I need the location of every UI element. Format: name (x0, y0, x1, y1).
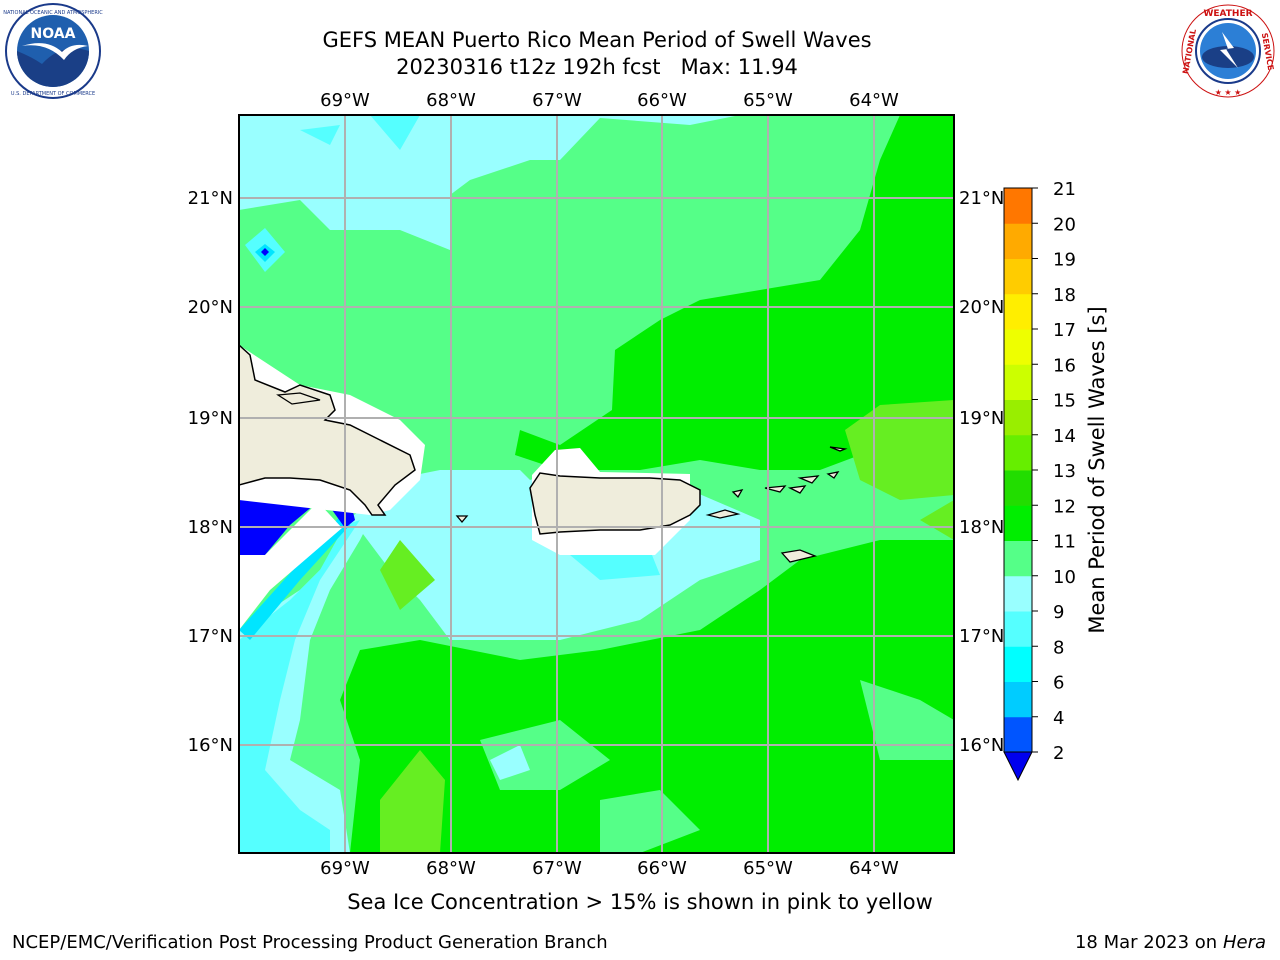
lat-label: 16°N (959, 735, 1004, 756)
lon-label: 67°W (532, 858, 582, 879)
footer-credit: NCEP/EMC/Verification Post Processing Pr… (12, 932, 608, 953)
field-11-12-south (380, 540, 445, 853)
graticule (239, 115, 954, 853)
lat-label: 18°N (188, 517, 233, 538)
lat-label: 20°N (959, 297, 1004, 318)
lon-label: 66°W (637, 90, 687, 111)
colorbar-under-triangle (1003, 751, 1033, 782)
lon-label: 67°W (532, 90, 582, 111)
noaa-logo: NOAA NATIONAL OCEANIC AND ATMOSPHERIC U.… (3, 3, 103, 99)
lon-label: 64°W (849, 90, 899, 111)
lon-labels-top: 69°W 68°W 67°W 66°W 65°W 64°W (320, 90, 899, 111)
footer-host: Hera (1222, 932, 1266, 953)
svg-text:U.S. DEPARTMENT OF COMMERCE: U.S. DEPARTMENT OF COMMERCE (11, 91, 95, 97)
colorbar-band (1004, 646, 1032, 682)
lat-label: 18°N (959, 517, 1004, 538)
colorbar-tick-label: 4 (1053, 708, 1064, 729)
map-frame (238, 114, 955, 854)
field-10-11-south (340, 540, 954, 853)
colorbar-tick-label: 11 (1053, 532, 1076, 553)
colorbar-band (1004, 716, 1032, 753)
lat-label: 21°N (959, 188, 1004, 209)
colorbar-band (1004, 434, 1032, 471)
colorbar-tick-label: 13 (1053, 461, 1076, 482)
field-9-10-south-patch (480, 680, 954, 853)
colorbar-band (1004, 188, 1032, 224)
chart-title-line-2: 20230316 t12z 192h fcst Max: 11.94 (396, 55, 798, 79)
colorbar-tick-label: 15 (1053, 391, 1076, 412)
colorbar-band (1004, 258, 1032, 295)
field-2-4-nw-spot (261, 248, 269, 256)
svg-text:★ ★ ★: ★ ★ ★ (1215, 88, 1242, 97)
colorbar-band (1004, 470, 1032, 506)
colorbar-band (1004, 399, 1032, 436)
field-7-8-south-pr (570, 550, 660, 580)
colorbar-label: Mean Period of Swell Waves [s] (1085, 306, 1109, 634)
lat-labels-left: 21°N 20°N 19°N 18°N 17°N 16°N (188, 188, 233, 756)
field-7-8-west (239, 520, 360, 853)
lon-label: 68°W (426, 858, 476, 879)
colorbar-tick-label: 12 (1053, 496, 1076, 517)
lon-labels-bottom: 69°W 68°W 67°W 66°W 65°W 64°W (320, 858, 899, 879)
colorbar-band (1004, 575, 1032, 612)
field-8-9-north (239, 115, 740, 250)
footer-date: 18 Mar 2023 on Hera (1074, 932, 1266, 953)
field-8-9-west (239, 500, 380, 853)
colorbar-tick-label: 2 (1053, 743, 1064, 764)
colorbar-band (1004, 681, 1032, 718)
colorbar-band (1004, 364, 1032, 400)
colorbar-tick-label: 16 (1053, 355, 1076, 376)
lat-labels-right: 21°N 20°N 19°N 18°N 17°N 16°N (959, 188, 1004, 756)
chart-title-line-1: GEFS MEAN Puerto Rico Mean Period of Swe… (322, 28, 872, 52)
land-islands (276, 392, 848, 563)
colorbar-tick-label: 19 (1053, 250, 1076, 271)
field-11-12-east (845, 400, 954, 540)
colorbar-tick-label: 8 (1053, 637, 1064, 658)
field-2-4-west (239, 500, 355, 555)
lat-label: 20°N (188, 297, 233, 318)
lat-label: 17°N (188, 626, 233, 647)
lat-label: 19°N (959, 408, 1004, 429)
lon-label: 66°W (637, 858, 687, 879)
colorbar-tick-label: 18 (1053, 285, 1076, 306)
colorbar: 2 4 6 8 9 10 11 12 13 14 15 16 17 18 19 20 21 (1003, 179, 1076, 782)
colorbar-band (1004, 223, 1032, 259)
lat-label: 16°N (188, 735, 233, 756)
colorbar-band (1004, 611, 1032, 647)
colorbar-tick-label: 10 (1053, 567, 1076, 588)
caption: Sea Ice Concentration > 15% is shown in … (347, 890, 933, 914)
lat-label: 17°N (959, 626, 1004, 647)
lat-label: 19°N (188, 408, 233, 429)
noaa-logo-text: NOAA (31, 26, 76, 42)
lon-label: 69°W (320, 858, 370, 879)
lon-label: 65°W (743, 90, 793, 111)
land-hispaniola (239, 343, 416, 516)
colorbar-tick-label: 14 (1053, 426, 1076, 447)
field-10-11-east (515, 115, 954, 470)
lon-label: 64°W (849, 858, 899, 879)
lat-label: 21°N (188, 188, 233, 209)
colorbar-tick-label: 6 (1053, 673, 1064, 694)
field-7-8-north-spot (300, 115, 420, 150)
colorbar-band (1004, 329, 1032, 365)
colorbar-tick-label: 9 (1053, 602, 1064, 623)
nws-logo: WEATHER NATIONAL SERVICE ★ ★ ★ (1181, 4, 1275, 98)
lon-label: 65°W (743, 858, 793, 879)
svg-text:NATIONAL OCEANIC AND ATMOSPHER: NATIONAL OCEANIC AND ATMOSPHERIC (3, 10, 103, 16)
lon-label: 69°W (320, 90, 370, 111)
colorbar-band (1004, 540, 1032, 577)
field-no-data-west (239, 502, 342, 630)
land-puerto-rico (529, 472, 701, 535)
colorbar-tick-label: 21 (1053, 179, 1076, 200)
swell-period-field (239, 115, 954, 853)
colorbar-tick-label: 20 (1053, 214, 1076, 235)
field-8-9-south-patch (490, 745, 530, 780)
colorbar-tick-label: 17 (1053, 320, 1076, 341)
colorbar-band (1004, 505, 1032, 541)
svg-text:WEATHER: WEATHER (1203, 9, 1252, 19)
lon-label: 68°W (426, 90, 476, 111)
colorbar-band (1004, 293, 1032, 330)
